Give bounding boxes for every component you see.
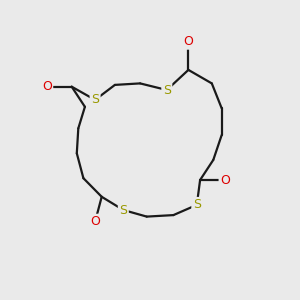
Text: O: O — [184, 35, 193, 48]
Text: S: S — [163, 83, 171, 97]
Text: S: S — [91, 93, 99, 106]
Text: O: O — [220, 173, 230, 187]
Text: O: O — [90, 215, 100, 228]
Text: O: O — [42, 80, 52, 93]
Text: S: S — [193, 198, 201, 212]
Text: S: S — [119, 203, 127, 217]
